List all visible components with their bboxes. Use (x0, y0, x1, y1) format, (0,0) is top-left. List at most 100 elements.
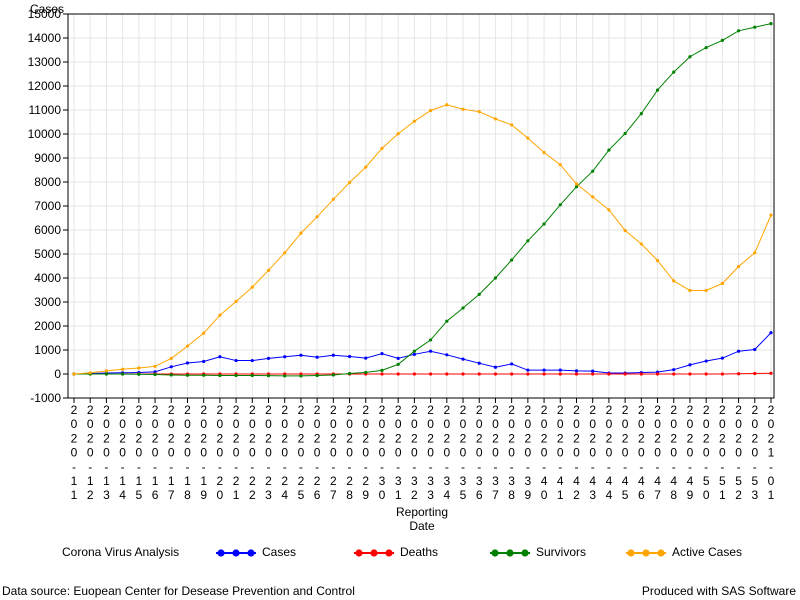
data-point-cases (736, 349, 741, 353)
y-tick-label: 8000 (34, 175, 61, 189)
x-tick-label: 2 0 2 0 -1 5 (135, 403, 142, 502)
data-point-active-cases (769, 213, 773, 217)
data-point-cases (299, 353, 303, 357)
data-point-active-cases (250, 285, 254, 289)
data-point-survivors (574, 185, 579, 189)
y-tick-label: 12000 (28, 79, 62, 93)
x-tick-label: 2 0 2 0 -4 5 (622, 403, 629, 502)
data-point-cases (169, 365, 173, 369)
legend-swatch-cases (216, 549, 256, 557)
legend-marker (232, 549, 240, 557)
x-tick-label: 2 0 2 0 -3 0 (379, 403, 386, 502)
data-point-survivors (558, 203, 562, 207)
legend-swatch-active-cases (626, 549, 666, 557)
y-axis-label: Cases (30, 2, 64, 16)
data-point-active-cases (720, 281, 724, 286)
data-point-cases (380, 352, 384, 356)
y-tick-label: 13000 (28, 55, 62, 69)
data-point-survivors (688, 55, 692, 59)
data-point-active-cases (558, 163, 562, 167)
x-tick-label: 2 0 2 0 -4 1 (557, 403, 564, 502)
legend-title: Corona Virus Analysis (62, 545, 180, 559)
grid (68, 13, 774, 399)
y-tick-label: 1000 (34, 343, 61, 357)
data-point-active-cases (672, 279, 676, 283)
data-point-active-cases (234, 299, 238, 304)
x-axis-label-line-1: Reporting (396, 505, 448, 519)
data-point-active-cases (526, 136, 530, 140)
data-point-deaths (510, 372, 514, 376)
legend-marker (385, 549, 393, 557)
x-tick-label: 2 0 2 0 -4 2 (573, 403, 580, 502)
series-cases (72, 331, 773, 376)
x-tick-label: 2 0 2 0 -1 1 (71, 403, 78, 502)
data-point-survivors (445, 319, 449, 323)
x-axis-label-line-2: Date (409, 519, 435, 533)
data-point-deaths (672, 372, 676, 376)
data-point-deaths (688, 372, 692, 376)
y-tick-label: 6000 (34, 223, 61, 237)
x-tick-label: 2 0 2 0 -5 3 (751, 403, 758, 502)
data-point-deaths (591, 372, 595, 376)
data-point-cases (769, 331, 773, 335)
x-tick-label: 2 0 2 0 -3 1 (395, 403, 402, 502)
x-tick-label: 2 0 2 0 -5 1 (719, 403, 726, 502)
data-point-cases (266, 356, 271, 360)
data-point-survivors (202, 373, 206, 377)
x-tick-label: 2 0 2 0 -4 6 (638, 403, 645, 502)
data-point-survivors (477, 292, 481, 296)
data-point-cases (558, 368, 562, 372)
data-point-survivors (720, 38, 724, 43)
legend-marker (217, 549, 225, 557)
x-tick-label: 2 0 2 0 -4 4 (606, 403, 613, 502)
data-point-cases (202, 359, 206, 364)
data-point-active-cases (623, 228, 627, 233)
data-point-survivors (704, 46, 708, 50)
data-point-active-cases (655, 258, 660, 263)
x-tick-label: 2 0 2 0 -4 0 (541, 403, 548, 502)
x-tick-label: 2 0 2 0 -1 4 (119, 403, 126, 502)
y-tick-label: 10000 (28, 127, 62, 141)
y-tick-label: 3000 (34, 295, 61, 309)
legend-marker (657, 549, 665, 557)
data-point-deaths (753, 371, 757, 376)
x-tick-label: 2 0 2 0 -2 8 (346, 403, 353, 502)
data-point-survivors (769, 22, 773, 26)
data-point-deaths (639, 372, 643, 376)
data-point-active-cases (607, 208, 611, 212)
legend-marker (355, 549, 363, 557)
x-tick-label: 2 0 2 0 -3 3 (427, 403, 434, 502)
data-point-deaths (526, 372, 530, 376)
data-point-active-cases (218, 313, 222, 317)
legend-marker (521, 549, 529, 557)
data-point-survivors (185, 373, 190, 377)
data-point-active-cases (137, 366, 141, 370)
x-tick-label: 2 0 2 0 -2 2 (249, 403, 256, 502)
x-tick-label: 2 0 2 0 -4 8 (670, 403, 677, 502)
legend-marker (491, 549, 499, 557)
data-point-survivors (121, 372, 125, 376)
data-point-active-cases (299, 231, 303, 235)
data-point-active-cases (121, 367, 125, 371)
x-tick-label: 2 0 2 0 -5 0 (703, 403, 710, 502)
data-point-active-cases (364, 165, 368, 169)
data-point-survivors (104, 372, 109, 376)
data-point-cases (574, 369, 579, 373)
data-point-survivors (623, 131, 627, 136)
legend-label-active-cases: Active Cases (672, 545, 743, 559)
legend-marker (247, 549, 255, 557)
data-point-active-cases (202, 331, 206, 335)
data-point-deaths (493, 372, 498, 376)
legend-label-deaths: Deaths (400, 545, 439, 559)
x-tick-label: 2 0 2 0 -2 1 (233, 403, 240, 502)
data-point-deaths (720, 372, 724, 376)
y-tick-label: 14000 (28, 31, 62, 45)
data-point-active-cases (412, 119, 416, 123)
data-point-cases (315, 355, 319, 359)
x-tick-label: 2 0 2 0 -3 8 (508, 403, 515, 502)
x-tick-label: 2 0 2 0 -1 6 (152, 403, 159, 502)
data-point-active-cases (510, 123, 514, 127)
data-point-active-cases (753, 251, 757, 255)
data-point-deaths (477, 372, 481, 376)
